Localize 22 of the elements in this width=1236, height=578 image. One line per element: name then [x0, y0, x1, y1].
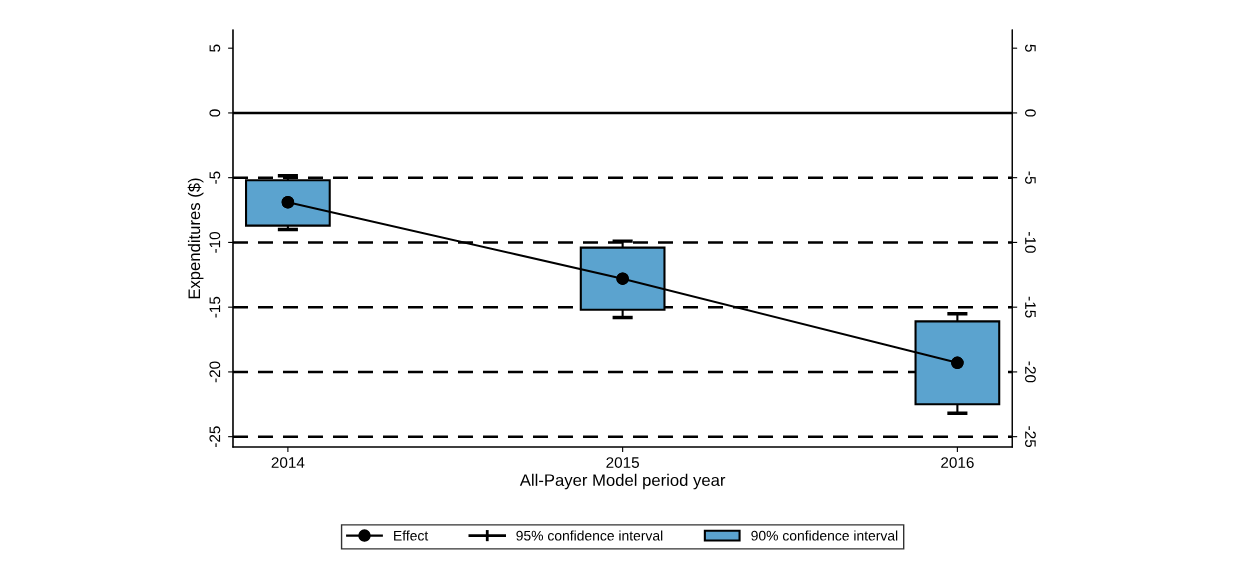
y-axis-title: Expenditures ($) — [187, 178, 204, 299]
x-tick-label: 2014 — [271, 457, 305, 468]
y2-tick-label: -25 — [1025, 426, 1036, 448]
y-tick-label: -10 — [209, 231, 221, 253]
y-tick-label: -20 — [209, 361, 221, 383]
y2-tick-label: -15 — [1025, 296, 1036, 318]
y-tick-label: -25 — [209, 426, 221, 448]
y2-tick-label: 5 — [1025, 44, 1036, 52]
x-tick-label: 2016 — [941, 457, 974, 468]
y-tick-label: -5 — [209, 171, 221, 184]
legend-label: Effect — [394, 530, 429, 541]
y-tick-label: -15 — [209, 296, 221, 318]
x-axis-title: All-Payer Model period year — [519, 473, 726, 490]
legend-label: 90% confidence interval — [751, 530, 898, 541]
y2-tick-label: 0 — [1025, 109, 1036, 117]
y-tick-label: 5 — [209, 44, 221, 52]
y2-tick-label: -10 — [1025, 232, 1036, 253]
y2-tick-label: -5 — [1025, 171, 1036, 184]
x-tick-label: 2015 — [606, 457, 639, 468]
legend-label: 95% confidence interval — [516, 530, 663, 541]
y-tick-label: 0 — [209, 109, 221, 117]
y2-tick-label: -20 — [1025, 361, 1036, 383]
